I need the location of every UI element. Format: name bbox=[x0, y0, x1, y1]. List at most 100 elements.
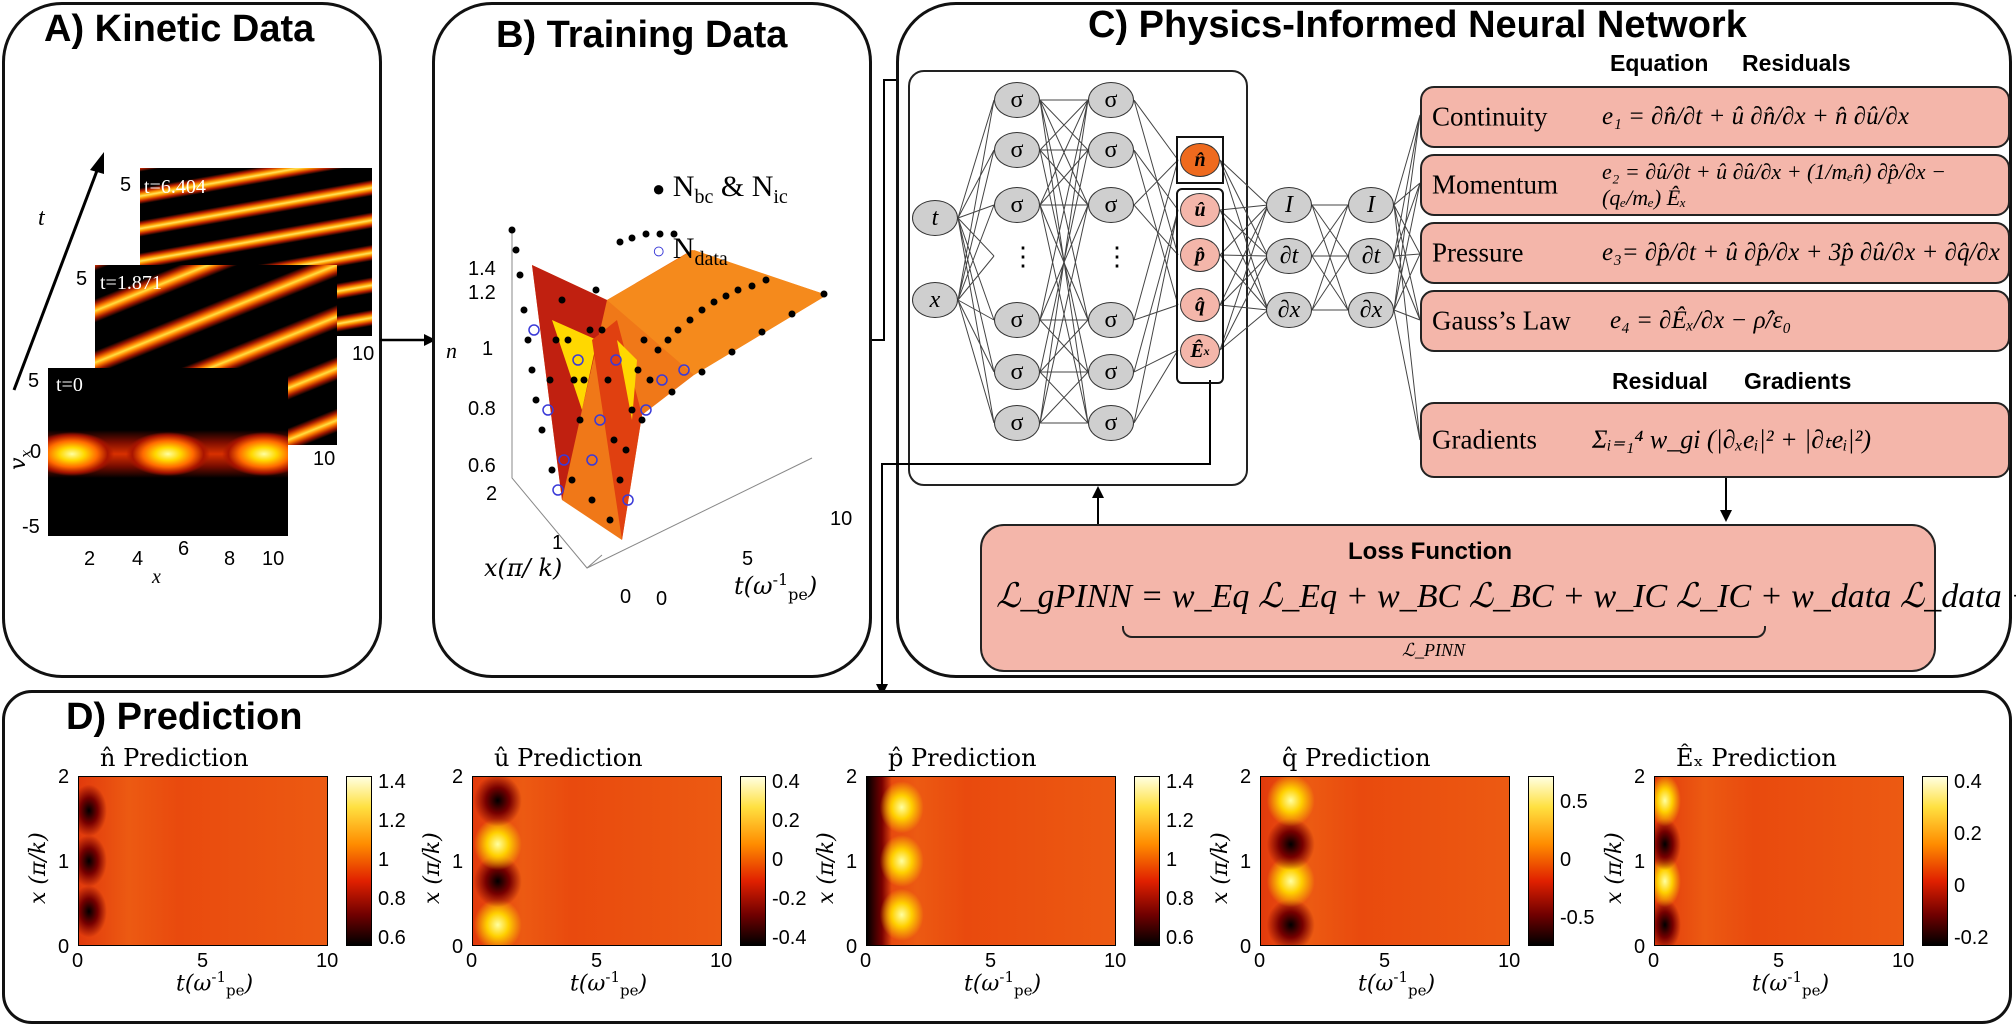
training-xtick-1: 1 bbox=[552, 532, 564, 554]
output-node-q: q̂ bbox=[1180, 288, 1220, 322]
prediction-ytick-n-2: 0 bbox=[58, 936, 70, 958]
prediction-title-e: Êₓ Prediction bbox=[1676, 744, 1837, 772]
hidden2-node-2: σ bbox=[1088, 132, 1134, 168]
prediction-cbar-tick-p-4: 0.6 bbox=[1166, 927, 1194, 950]
prediction-cbar-tick-e-0: 0.4 bbox=[1954, 770, 1982, 793]
equation-pressure-expr: e₃= ∂p̂/∂t + û ∂p̂/∂x + 3p̂ ∂û/∂x + ∂q̂/… bbox=[1602, 239, 2000, 266]
output-node-p: p̂ bbox=[1180, 238, 1220, 272]
prediction-ytick-u-1: 1 bbox=[452, 851, 464, 873]
training-ztick-1: 1.4 bbox=[468, 258, 496, 280]
prediction-xlabel-p: t(ω-1pe) bbox=[964, 968, 1041, 1000]
xlabel-text: t(ω bbox=[964, 971, 1000, 997]
header-residual: Residual bbox=[1612, 368, 1708, 394]
training-ttick-0: 0 bbox=[656, 588, 668, 610]
prediction-xtick-p-2: 10 bbox=[1104, 950, 1127, 972]
prediction-colorbar-e bbox=[1922, 776, 1948, 946]
hidden1-node-4: σ bbox=[994, 302, 1040, 338]
prediction-cbar-tick-p-3: 0.8 bbox=[1166, 888, 1194, 911]
output-e-sub: x bbox=[1203, 343, 1210, 358]
loss-expr: ℒ_gPINN = w_Eq ℒ_Eq + w_BC ℒ_BC + w_IC ℒ… bbox=[996, 578, 2016, 615]
hidden1-node-6: σ bbox=[994, 405, 1040, 441]
equation-pressure: Pressure e₃= ∂p̂/∂t + û ∂p̂/∂x + 3p̂ ∂û/… bbox=[1420, 222, 2010, 284]
prediction-xlabel-u: t(ω-1pe) bbox=[570, 968, 647, 1000]
header-equation: Equation bbox=[1610, 50, 1709, 76]
prediction-ylabel-e: x (π/k) bbox=[1602, 832, 1627, 904]
xlabel-close: ) bbox=[1426, 971, 1436, 997]
equation-continuity-expr: e₁ = ∂n̂/∂t + û ∂n̂/∂x + n̂ ∂û/∂x bbox=[1602, 103, 1909, 130]
legend-ic-sub: ic bbox=[773, 186, 788, 208]
prediction-xtick-e-2: 10 bbox=[1892, 950, 1915, 972]
prediction-xtick-u-1: 5 bbox=[591, 950, 603, 972]
panel-a-title: A) Kinetic Data bbox=[44, 8, 315, 50]
time-arrow bbox=[12, 152, 104, 391]
prediction-colorbar-q bbox=[1528, 776, 1554, 946]
prediction-ylabel-p: x (π/k) bbox=[814, 832, 839, 904]
prediction-cbar-tick-p-0: 1.4 bbox=[1166, 770, 1194, 793]
prediction-heatmap-p bbox=[866, 776, 1116, 946]
prediction-ylabel-u: x (π/k) bbox=[420, 832, 445, 904]
prediction-colorbar-u bbox=[740, 776, 766, 946]
back-ytick-5: 5 bbox=[120, 174, 132, 196]
hidden1-ellipsis: ⋮ bbox=[1010, 242, 1036, 272]
kinetic-frame-front bbox=[48, 368, 288, 536]
input-x-label: x bbox=[929, 286, 941, 313]
prediction-ytick-u-0: 2 bbox=[452, 766, 464, 788]
prediction-cbar-tick-e-2: 0 bbox=[1954, 875, 1966, 898]
prediction-xtick-e-1: 5 bbox=[1773, 950, 1785, 972]
prediction-cbar-tick-q-0: 0.5 bbox=[1560, 791, 1588, 814]
prediction-colorbar-n bbox=[346, 776, 372, 946]
training-ttick-5: 5 bbox=[742, 548, 754, 570]
op2-dx: ∂x bbox=[1348, 292, 1394, 328]
prediction-ytick-p-0: 2 bbox=[846, 766, 858, 788]
xlabel-text: t(ω bbox=[176, 971, 212, 997]
prediction-ytick-n-0: 2 bbox=[58, 766, 70, 788]
training-tlabel-close: ) bbox=[807, 572, 818, 600]
output-e-label: Ê bbox=[1190, 339, 1204, 362]
hidden1-node-1: σ bbox=[994, 82, 1040, 118]
training-xlabel: x(π/ k) bbox=[484, 554, 563, 582]
hidden1-node-5: σ bbox=[994, 354, 1040, 390]
xlabel-sub: pe bbox=[1802, 981, 1821, 1000]
legend-data: ○ Ndata bbox=[652, 232, 728, 270]
prediction-title-n: n̂ Prediction bbox=[100, 744, 249, 772]
training-tlabel-text: t(ω bbox=[734, 572, 773, 600]
legend-data-sub: data bbox=[694, 248, 728, 270]
training-tlabel: t(ω-1pe) bbox=[734, 570, 817, 604]
equation-momentum-name: Momentum bbox=[1432, 169, 1558, 200]
xlabel-sub: pe bbox=[620, 981, 639, 1000]
legend-bc-ic: ● Nbc & Nic bbox=[652, 170, 788, 208]
prediction-ytick-q-0: 2 bbox=[1240, 766, 1252, 788]
hidden2-node-5: σ bbox=[1088, 354, 1134, 390]
prediction-xlabel-e: t(ω-1pe) bbox=[1752, 968, 1829, 1000]
front-xtick-10: 10 bbox=[262, 548, 285, 570]
frame-label-back: t=6.404 bbox=[144, 176, 206, 198]
xlabel-sup: -1 bbox=[1787, 968, 1802, 986]
back-xtick-10: 10 bbox=[352, 343, 375, 365]
xlabel-text: t(ω bbox=[1752, 971, 1788, 997]
training-tlabel-sub: pe bbox=[788, 584, 808, 604]
prediction-cbar-tick-u-4: -0.4 bbox=[772, 927, 807, 950]
hidden2-node-1: σ bbox=[1088, 82, 1134, 118]
loss-title: Loss Function bbox=[1348, 538, 1512, 565]
op2-identity: I bbox=[1348, 187, 1394, 223]
prediction-xtick-q-1: 5 bbox=[1379, 950, 1391, 972]
prediction-ytick-n-1: 1 bbox=[58, 851, 70, 873]
xlabel-text: t(ω bbox=[570, 971, 606, 997]
gradients-expr: Σᵢ₌₁⁴ w_gi (|∂ₓeᵢ|² + |∂ₜeᵢ|²) bbox=[1592, 425, 1872, 454]
front-xtick-6: 6 bbox=[178, 538, 190, 560]
front-xtick-2: 2 bbox=[84, 548, 96, 570]
input-node-t: t bbox=[912, 200, 958, 236]
gradients-name: Gradients bbox=[1432, 424, 1537, 455]
prediction-xlabel-q: t(ω-1pe) bbox=[1358, 968, 1435, 1000]
xlabel-close: ) bbox=[1032, 971, 1042, 997]
xlabel-close: ) bbox=[638, 971, 648, 997]
xlabel-text: t(ω bbox=[1358, 971, 1394, 997]
prediction-heatmap-n bbox=[78, 776, 328, 946]
prediction-cbar-tick-n-1: 1.2 bbox=[378, 809, 406, 832]
prediction-ytick-q-1: 1 bbox=[1240, 851, 1252, 873]
front-xlabel: x bbox=[152, 566, 161, 588]
prediction-cbar-tick-u-1: 0.2 bbox=[772, 809, 800, 832]
prediction-colorbar-p bbox=[1134, 776, 1160, 946]
prediction-ylabel-q: x (π/k) bbox=[1208, 832, 1233, 904]
